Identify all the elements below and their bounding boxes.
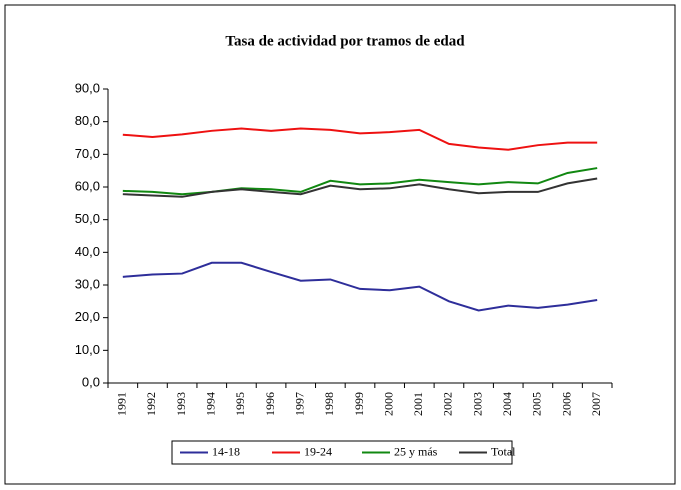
y-tick-label: 30,0: [75, 276, 100, 291]
x-tick-label: 2000: [381, 392, 395, 416]
y-tick-label: 90,0: [75, 80, 100, 95]
x-tick-label: 2005: [530, 392, 544, 416]
x-tick-label: 2007: [589, 392, 603, 416]
legend-label: 25 y más: [394, 444, 438, 458]
x-tick-label: 1995: [233, 392, 247, 416]
x-tick-label: 2006: [559, 392, 573, 416]
x-tick-label: 2001: [411, 392, 425, 416]
x-tick-label: 1994: [204, 392, 218, 416]
x-tick-label: 2003: [470, 392, 484, 416]
x-tick-label: 2002: [441, 392, 455, 416]
y-tick-label: 60,0: [75, 178, 100, 193]
x-tick-label: 1999: [352, 392, 366, 416]
legend-label: Total: [491, 444, 516, 458]
y-tick-label: 70,0: [75, 146, 100, 161]
y-tick-label: 0,0: [82, 374, 100, 389]
x-tick-label: 1998: [322, 392, 336, 416]
x-tick-label: 1997: [292, 392, 306, 416]
y-tick-label: 20,0: [75, 309, 100, 324]
x-tick-label: 1991: [115, 392, 129, 416]
y-tick-label: 80,0: [75, 113, 100, 128]
chart-frame: [4, 4, 676, 485]
series-line: [122, 261, 598, 312]
y-tick-label: 10,0: [75, 342, 100, 357]
y-tick-label: 40,0: [75, 244, 100, 259]
x-tick-label: 1992: [144, 392, 158, 416]
legend-box: [171, 440, 513, 465]
legend-label: 19-24: [304, 444, 332, 458]
x-tick-label: 1996: [263, 392, 277, 416]
legend-label: 14-18: [212, 444, 240, 458]
series-line: [122, 127, 598, 151]
y-tick-label: 50,0: [75, 211, 100, 226]
x-tick-label: 1993: [174, 392, 188, 416]
chart-title: Tasa de actividad por tramos de edad: [225, 33, 465, 49]
series-line: [122, 177, 598, 198]
x-tick-label: 2004: [500, 392, 514, 416]
